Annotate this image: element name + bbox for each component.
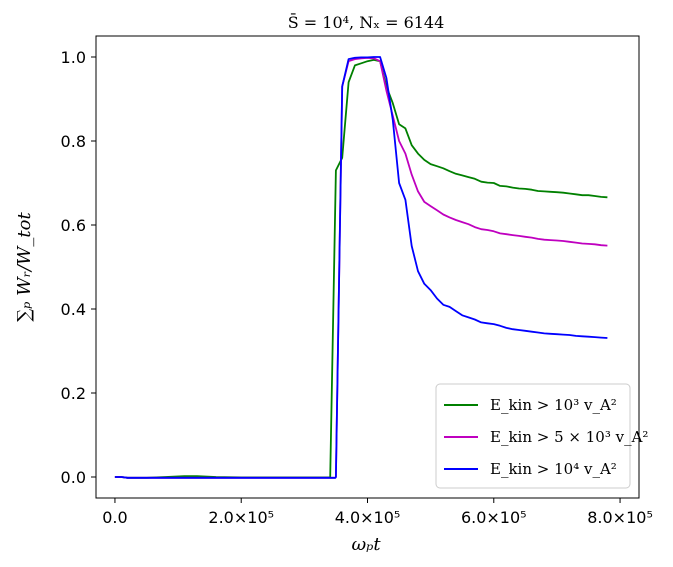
- x-tick-label: 4.0×10⁵: [335, 508, 401, 527]
- legend-frame: [435, 383, 631, 489]
- y-tick-label: 0.0: [61, 468, 86, 487]
- y-tick-label: 0.4: [61, 300, 86, 319]
- x-tick-label: 0.0: [102, 508, 127, 527]
- series-line-2: [114, 56, 608, 479]
- y-axis-label: ∑ₚ Wᵣ/W_tot: [14, 212, 35, 322]
- x-tick-label: 2.0×10⁵: [208, 508, 274, 527]
- y-tick-label: 0.6: [61, 216, 86, 235]
- y-tick-label: 1.0: [61, 48, 86, 67]
- legend-label-0: E_kin > 10³ v_A²: [490, 396, 617, 414]
- series-layer: [114, 56, 608, 479]
- x-axis-label: ωₚt: [351, 534, 381, 555]
- y-tick-label: 0.8: [61, 132, 86, 151]
- x-tick-label: 8.0×10⁵: [587, 508, 653, 527]
- y-tick-label: 0.2: [61, 384, 86, 403]
- x-tick-label: 6.0×10⁵: [461, 508, 527, 527]
- legend-label-2: E_kin > 10⁴ v_A²: [490, 460, 617, 478]
- chart-title: S̄ = 10⁴, Nₓ = 6144: [288, 11, 445, 32]
- legend: E_kin > 10³ v_A² E_kin > 5 × 10³ v_A² E_ki…: [435, 383, 648, 489]
- y-axis: 0.0 0.2 0.4 0.6 0.8 1.0: [61, 48, 96, 487]
- legend-label-1: E_kin > 5 × 10³ v_A²: [490, 428, 648, 446]
- x-axis: 0.0 2.0×10⁵ 4.0×10⁵ 6.0×10⁵ 8.0×10⁵: [102, 498, 653, 527]
